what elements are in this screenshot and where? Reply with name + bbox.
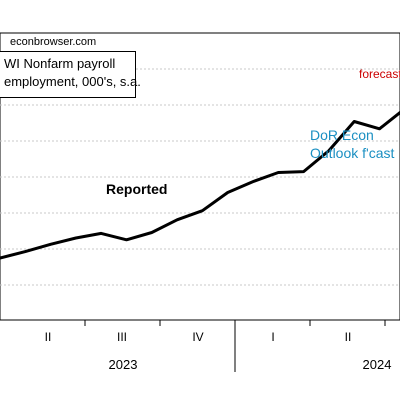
source-label: econbrowser.com [10, 36, 97, 48]
dor-annotation-line-2: Outlook f'cast [310, 145, 395, 161]
x-quarter-tick: II [44, 330, 52, 344]
legend-box [0, 51, 136, 98]
x-quarter-tick: II [344, 330, 352, 344]
forecast-annotation: forecast [359, 67, 400, 81]
reported-annotation: Reported [106, 181, 168, 197]
x-quarter-tick: IV [192, 330, 204, 344]
legend-line-1: WI Nonfarm payroll [4, 56, 116, 71]
x-year-tick: 2023 [108, 357, 138, 372]
legend-line-2: employment, 000's, s.a. [4, 74, 141, 89]
x-quarter-tick: I [271, 330, 275, 344]
x-axis-ticks [84, 320, 386, 372]
x-year-tick: 2024 [362, 357, 392, 372]
reported-series-line [0, 110, 400, 260]
dor-annotation-line-1: DoR Econ [310, 127, 374, 143]
x-quarter-tick: III [116, 330, 128, 344]
